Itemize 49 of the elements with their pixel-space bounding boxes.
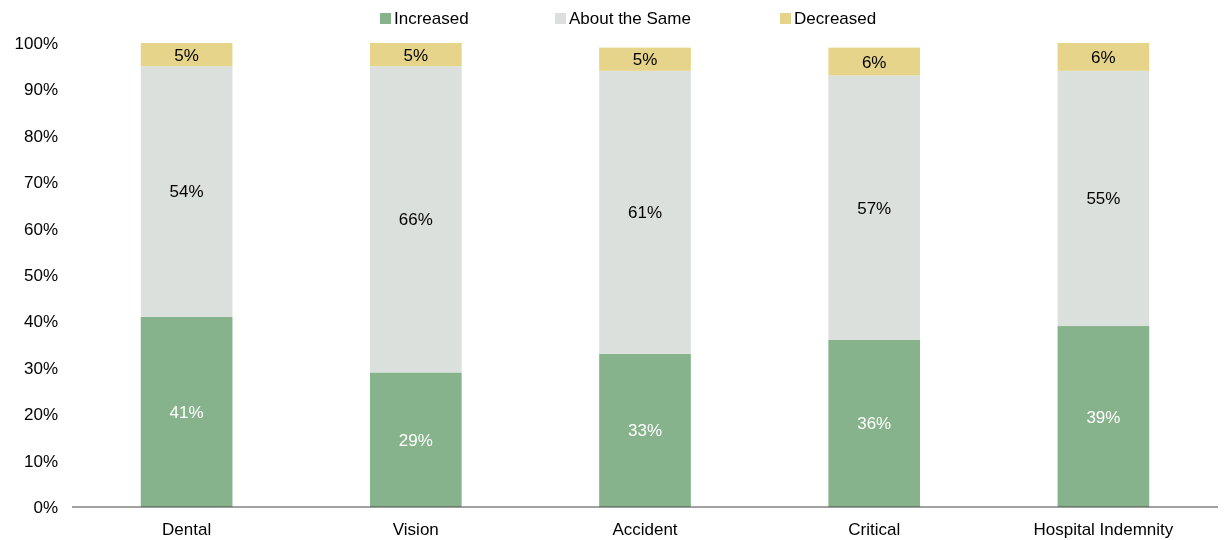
bar <box>828 47 921 76</box>
legend-label: About the Same <box>569 9 691 28</box>
data-label: 6% <box>861 52 887 72</box>
y-tick-label: 100% <box>14 34 58 53</box>
bar <box>599 70 691 354</box>
bar <box>140 316 233 507</box>
data-label: 5% <box>632 50 658 70</box>
data-label: 5% <box>403 45 429 65</box>
x-tick-label: Hospital Indemnity <box>1033 520 1174 539</box>
y-tick-label: 30% <box>23 358 58 378</box>
legend-label: Increased <box>394 9 469 28</box>
y-tick-label: 10% <box>23 451 58 471</box>
bar <box>599 47 691 71</box>
bar <box>828 75 921 340</box>
data-label: 6% <box>1091 47 1116 67</box>
y-tick-label: 60% <box>23 219 58 239</box>
y-tick-label: 0% <box>33 498 58 517</box>
data-label: 33% <box>627 421 663 441</box>
legend-label: Decreased <box>794 9 877 28</box>
bar <box>369 43 462 67</box>
data-label: 57% <box>857 198 892 218</box>
bar <box>1057 43 1150 71</box>
data-label: 61% <box>627 203 663 223</box>
y-tick-label: 80% <box>23 126 58 146</box>
y-tick-label: 90% <box>23 80 58 100</box>
bar <box>140 43 233 67</box>
y-tick-label: 20% <box>23 405 58 425</box>
data-label: 36% <box>857 414 892 434</box>
bar <box>1057 70 1150 327</box>
bar <box>828 339 921 507</box>
x-tick-label: Dental <box>162 520 212 539</box>
x-tick-label: Vision <box>392 520 439 539</box>
bar <box>140 66 233 317</box>
data-label: 55% <box>1086 189 1121 209</box>
bar <box>369 372 462 507</box>
data-label: 5% <box>174 45 199 65</box>
y-tick-label: 50% <box>23 266 58 285</box>
bar <box>369 66 462 373</box>
bar <box>1057 326 1150 507</box>
x-tick-label: Critical <box>848 520 901 539</box>
data-label: 66% <box>398 210 433 230</box>
data-label: 39% <box>1086 407 1121 427</box>
y-tick-label: 40% <box>23 312 58 332</box>
x-tick-label: Accident <box>612 520 678 539</box>
bar <box>599 353 691 507</box>
data-label: 41% <box>169 402 204 422</box>
y-tick-label: 70% <box>23 173 58 193</box>
data-label: 29% <box>398 430 433 450</box>
data-label: 54% <box>169 182 204 202</box>
